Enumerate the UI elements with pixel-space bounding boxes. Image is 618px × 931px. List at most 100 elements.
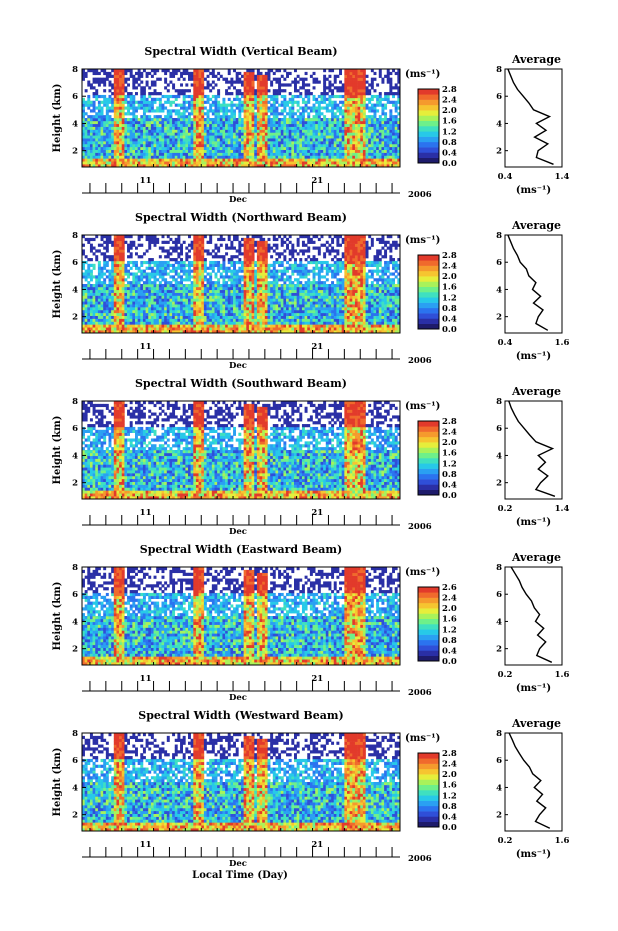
heatmap-cell — [301, 155, 305, 159]
heatmap-cell — [116, 80, 120, 84]
heatmap-cell — [180, 309, 183, 314]
heatmap-cell — [320, 112, 324, 116]
heatmap-cell — [105, 240, 109, 244]
heatmap-cell — [161, 146, 165, 150]
heatmap-cell — [264, 106, 268, 110]
heatmap-cell — [132, 240, 136, 244]
heatmap-cell — [331, 126, 335, 130]
heatmap-cell — [100, 141, 104, 145]
heatmap-cell — [352, 83, 356, 87]
heatmap-cell — [108, 83, 112, 87]
heatmap-cell — [354, 123, 358, 127]
heatmap-cell — [386, 164, 390, 168]
heatmap-cell — [105, 112, 109, 116]
heatmap-cell — [127, 284, 130, 288]
heatmap-cell — [309, 138, 313, 142]
heatmap-cell — [357, 118, 361, 122]
heatmap-cell — [182, 272, 186, 276]
heatmap-cell — [384, 123, 388, 127]
heatmap-cell — [161, 106, 165, 110]
heatmap-cell — [140, 161, 144, 165]
heatmap-cell — [373, 94, 377, 99]
heatmap-cell — [259, 138, 263, 142]
heatmap-cell — [262, 80, 266, 84]
heatmap-cell — [132, 298, 136, 302]
heatmap-cell — [203, 266, 207, 270]
heatmap-cell — [198, 304, 202, 308]
heatmap-cell — [113, 272, 117, 276]
heatmap-cell — [132, 83, 136, 87]
heatmap-cell — [161, 278, 165, 282]
heatmap-cell — [182, 71, 186, 76]
heatmap-cell — [336, 109, 340, 113]
heatmap-cell — [135, 309, 138, 314]
heatmap-cell — [317, 106, 321, 110]
heatmap-cell — [103, 298, 107, 302]
heatmap-cell — [315, 152, 319, 156]
heatmap-cell — [87, 318, 91, 322]
heatmap-cell — [198, 100, 202, 104]
heatmap-cell — [105, 158, 109, 162]
heatmap-cell — [362, 103, 366, 107]
heatmap-cell — [195, 321, 199, 325]
heatmap-cell — [296, 141, 300, 145]
heatmap-cell — [195, 120, 199, 125]
heatmap-cell — [172, 304, 176, 308]
heatmap-cell — [135, 161, 138, 165]
heatmap-cell — [198, 284, 202, 288]
heatmap-cell — [111, 301, 115, 305]
heatmap-cell — [124, 266, 128, 270]
heatmap-cell — [230, 103, 234, 107]
heatmap-cell — [357, 74, 361, 78]
heatmap-cell — [294, 132, 297, 136]
heatmap-cell — [135, 77, 138, 81]
heatmap-cell — [174, 129, 178, 133]
heatmap-cell — [103, 115, 107, 119]
heatmap-cell — [360, 138, 364, 142]
heatmap-cell — [365, 149, 369, 153]
heatmap-cell — [142, 135, 146, 139]
heatmap-cell — [84, 237, 88, 242]
heatmap-cell — [198, 330, 202, 334]
heatmap-cell — [166, 97, 170, 101]
heatmap-cell — [113, 143, 117, 148]
heatmap-cell — [129, 74, 133, 78]
heatmap-cell — [103, 266, 107, 270]
heatmap-cell — [394, 71, 398, 76]
heatmap-cell — [259, 132, 263, 136]
heatmap-cell — [286, 126, 289, 130]
heatmap-cell — [339, 123, 342, 127]
heatmap-cell — [116, 292, 120, 296]
heatmap-cell — [227, 312, 231, 316]
heatmap-cell — [304, 161, 308, 165]
heatmap-cell — [180, 330, 183, 334]
heatmap-cell — [225, 152, 229, 156]
heatmap-cell — [217, 289, 221, 293]
heatmap-cell — [378, 164, 382, 168]
heatmap-cell — [251, 83, 255, 87]
heatmap-cell — [381, 161, 385, 165]
heatmap-cell — [256, 100, 260, 104]
heatmap-cell — [84, 318, 88, 322]
heatmap-cell — [280, 118, 284, 122]
heatmap-cell — [323, 100, 327, 104]
heatmap-cell — [166, 100, 170, 104]
heatmap-cell — [241, 161, 244, 165]
heatmap-cell — [180, 312, 183, 316]
heatmap-cell — [368, 132, 372, 136]
heatmap-cell — [153, 138, 157, 142]
heatmap-cell — [299, 94, 303, 99]
heatmap-cell — [177, 327, 181, 331]
heatmap-cell — [222, 155, 226, 159]
heatmap-cell — [82, 112, 85, 116]
heatmap-cell — [148, 260, 152, 265]
heatmap-cell — [140, 89, 144, 93]
heatmap-cell — [209, 106, 213, 110]
heatmap-cell — [357, 161, 361, 165]
heatmap-cell — [164, 289, 168, 293]
heatmap-cell — [127, 126, 130, 130]
heatmap-cell — [182, 318, 186, 322]
heatmap-cell — [164, 164, 168, 168]
heatmap-cell — [158, 109, 162, 113]
heatmap-cell — [288, 138, 292, 142]
